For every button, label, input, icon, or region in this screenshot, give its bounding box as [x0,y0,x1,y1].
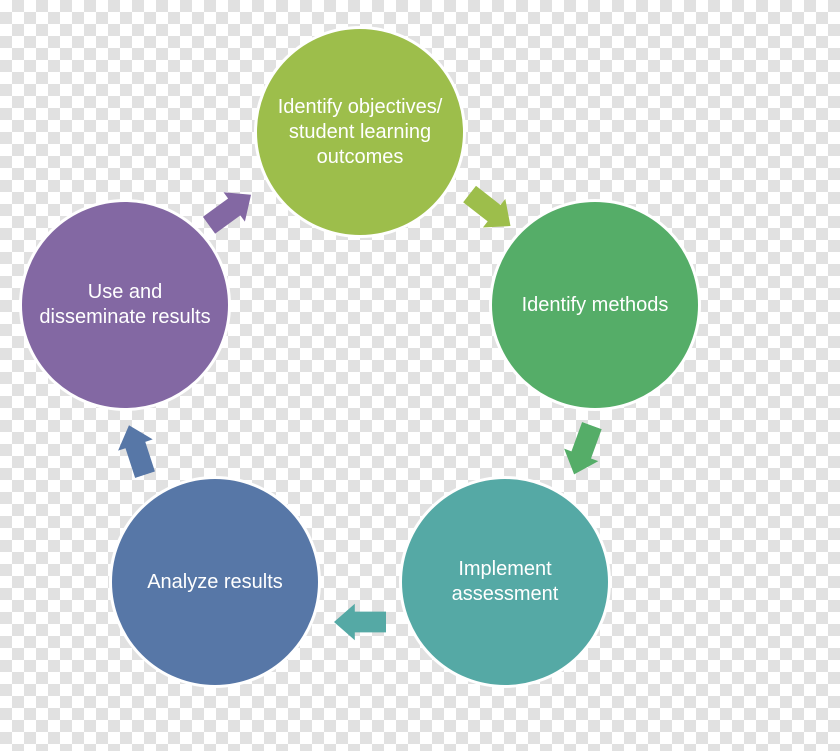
cycle-node-identify-objectives: Identify objectives/ student learning ou… [254,26,466,238]
node-label: Identify methods [522,293,669,318]
cycle-arrow-icon [334,596,386,648]
node-label: Use and disseminate results [32,280,218,330]
cycle-node-implement-assessment: Implement assessment [399,476,611,688]
cycle-arrow-icon [550,417,617,484]
cycle-arrow-icon [104,417,170,483]
diagram-canvas: { "diagram": { "type": "cycle", "backgro… [0,0,840,751]
cycle-node-disseminate-results: Use and disseminate results [19,199,231,411]
node-label: Identify objectives/ student learning ou… [267,95,453,170]
cycle-node-identify-methods: Identify methods [489,199,701,411]
node-label: Analyze results [147,570,283,595]
node-label: Implement assessment [412,557,598,607]
cycle-node-analyze-results: Analyze results [109,476,321,688]
